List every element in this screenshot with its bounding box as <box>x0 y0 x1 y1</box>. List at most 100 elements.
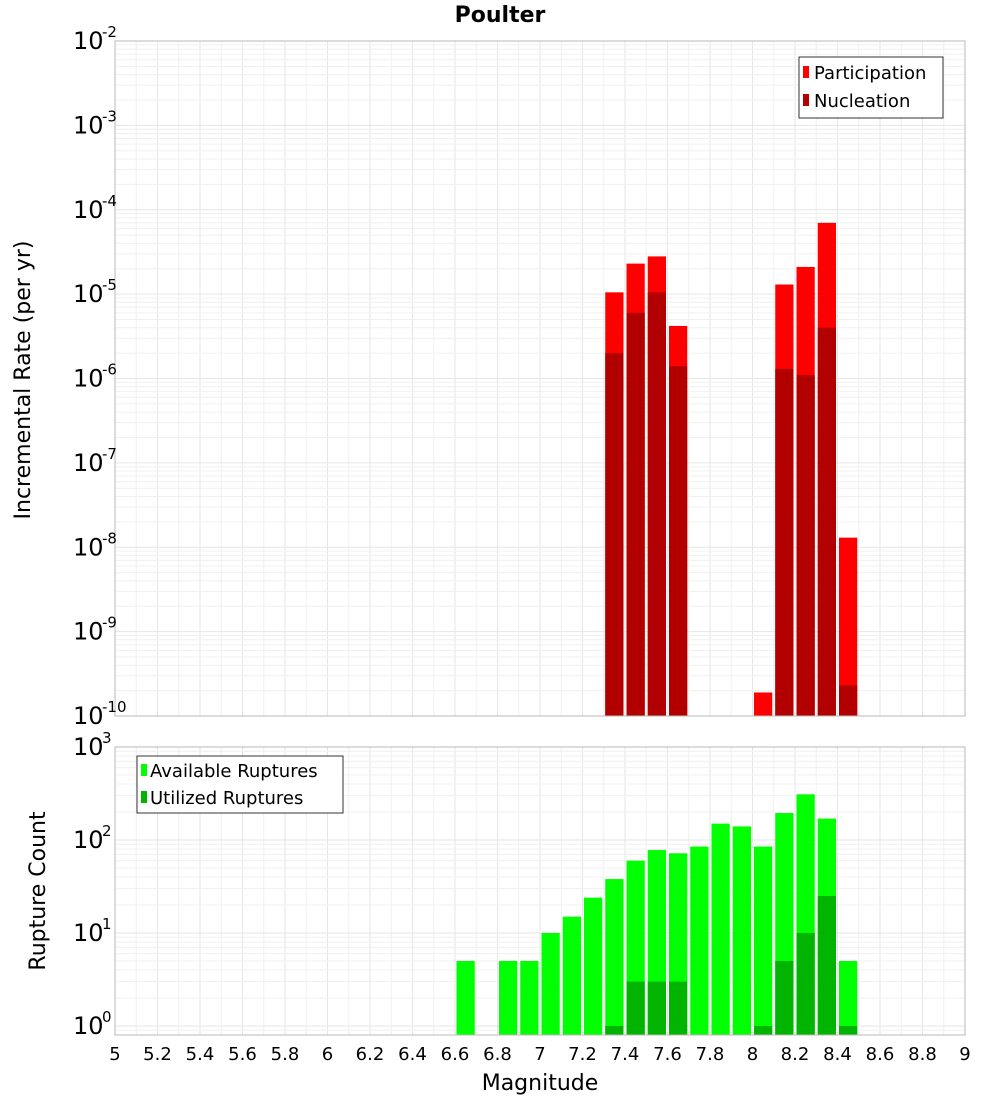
x-tick-label: 7 <box>534 1044 545 1065</box>
x-tick-label: 7.4 <box>611 1044 640 1065</box>
top-bar-nucleation <box>669 366 688 716</box>
top-y-tick-label: 10 <box>73 449 104 477</box>
legend-swatch-available <box>141 764 147 776</box>
x-tick-label: 5.2 <box>143 1044 172 1065</box>
top-bar-nucleation <box>775 368 794 716</box>
x-tick-label: 6.4 <box>398 1044 427 1065</box>
bottom-y-tick-label: 10 <box>73 733 104 761</box>
x-tick-label: 5 <box>109 1044 120 1065</box>
bottom-bar-available-ruptures <box>690 846 709 1035</box>
x-tick-label: 6.2 <box>356 1044 385 1065</box>
x-tick-label: 5.8 <box>271 1044 300 1065</box>
top-y-tick-exponent: -2 <box>102 23 117 41</box>
x-axis-ticks: 5 5.2 5.4 5.6 5.8 6 6.2 6.4 6.6 6.8 7 7.2 7.4 7.6 7.8 8… <box>109 1044 970 1065</box>
top-plot-frame <box>114 40 966 717</box>
top-y-tick-exponent: -3 <box>102 107 117 125</box>
legend-label-utilized: Utilized Ruptures <box>150 788 303 809</box>
legend-swatch-utilized <box>141 791 147 803</box>
top-bar-nucleation <box>605 353 624 716</box>
top-y-tick-label: 10 <box>73 365 104 393</box>
x-tick-label: 8.4 <box>823 1044 852 1065</box>
x-tick-label: 8.8 <box>908 1044 937 1065</box>
bottom-bar-available-ruptures <box>499 960 518 1035</box>
top-bar-nucleation <box>817 327 836 716</box>
top-y-tick-exponent: -6 <box>102 361 117 379</box>
x-tick-label: 6.6 <box>441 1044 470 1065</box>
x-tick-label: 6.8 <box>483 1044 512 1065</box>
legend-label-participation: Participation <box>814 63 926 84</box>
top-bar-nucleation <box>647 292 666 716</box>
bottom-plot-bars <box>456 794 858 1035</box>
bottom-bar-available-ruptures <box>456 960 475 1035</box>
bottom-bar-available-ruptures <box>839 960 858 1035</box>
top-y-tick-label: 10 <box>73 27 104 55</box>
bottom-y-tick-label: 10 <box>73 1012 104 1040</box>
bottom-y-axis-label: Rupture Count <box>26 811 51 971</box>
top-y-tick-exponent: -10 <box>102 698 127 716</box>
bottom-y-tick-exponent: 3 <box>102 729 112 747</box>
bottom-bar-available-ruptures <box>732 826 751 1035</box>
x-tick-label: 5.4 <box>186 1044 215 1065</box>
bottom-bar-utilized-ruptures <box>605 1025 624 1035</box>
bottom-bar-available-ruptures <box>541 932 560 1035</box>
legend-label-nucleation: Nucleation <box>814 91 910 112</box>
legend-label-available: Available Ruptures <box>150 761 318 782</box>
top-y-tick-exponent: -4 <box>102 192 117 210</box>
bottom-bar-utilized-ruptures <box>626 981 645 1035</box>
top-y-tick-label: 10 <box>73 196 104 224</box>
bottom-plot-frame <box>114 746 966 1036</box>
x-tick-label: 5.6 <box>228 1044 257 1065</box>
x-tick-label: 8 <box>747 1044 758 1065</box>
bottom-bar-utilized-ruptures <box>754 1025 773 1035</box>
bottom-bar-utilized-ruptures <box>669 981 688 1035</box>
bottom-bar-available-ruptures <box>605 879 624 1035</box>
bottom-bar-utilized-ruptures <box>817 895 836 1035</box>
top-bar-nucleation <box>626 312 645 716</box>
legend-swatch-nucleation <box>803 94 809 106</box>
bottom-y-tick-exponent: 2 <box>102 822 112 840</box>
top-y-tick-label: 10 <box>73 533 104 561</box>
x-tick-label: 9 <box>959 1044 970 1065</box>
top-plot-bars <box>605 222 858 716</box>
x-tick-label: 7.6 <box>653 1044 682 1065</box>
top-y-axis-label: Incremental Rate (per yr) <box>11 241 36 520</box>
x-tick-label: 8.6 <box>866 1044 895 1065</box>
top-bar-nucleation <box>796 375 815 716</box>
legend-swatch-participation <box>803 66 809 78</box>
bottom-bar-available-ruptures <box>754 846 773 1035</box>
bottom-bar-available-ruptures <box>520 960 539 1035</box>
top-bar-nucleation <box>839 685 858 716</box>
top-bar-participation <box>754 692 773 716</box>
top-y-tick-exponent: -8 <box>102 529 117 547</box>
bottom-legend: Available Ruptures Utilized Ruptures <box>136 755 344 814</box>
bottom-bar-utilized-ruptures <box>796 932 815 1035</box>
top-y-tick-exponent: -9 <box>102 614 117 632</box>
top-y-tick-label: 10 <box>73 618 104 646</box>
top-legend-box <box>798 56 944 119</box>
x-tick-label: 7.2 <box>568 1044 597 1065</box>
top-y-tick-label: 10 <box>73 111 104 139</box>
bottom-bar-utilized-ruptures <box>839 1025 858 1035</box>
bottom-bar-available-ruptures <box>711 823 730 1035</box>
top-bar-participation <box>839 537 858 716</box>
x-tick-label: 7.8 <box>696 1044 725 1065</box>
top-y-tick-exponent: -7 <box>102 445 117 463</box>
x-axis-label: Magnitude <box>482 1071 599 1096</box>
bottom-y-tick-exponent: 1 <box>102 915 112 933</box>
top-y-tick-label: 10 <box>73 280 104 308</box>
top-y-tick-label: 10 <box>73 702 104 730</box>
top-legend: Participation Nucleation <box>798 56 944 119</box>
bottom-y-tick-label: 10 <box>73 826 104 854</box>
bottom-bar-utilized-ruptures <box>647 981 666 1035</box>
bottom-legend-box <box>136 755 344 814</box>
bottom-bar-available-ruptures <box>562 916 581 1035</box>
bottom-y-tick-label: 10 <box>73 919 104 947</box>
bottom-bar-available-ruptures <box>584 897 603 1035</box>
x-tick-label: 6 <box>322 1044 333 1065</box>
bottom-bar-utilized-ruptures <box>775 960 794 1035</box>
chart-title: Poulter <box>455 3 546 28</box>
x-tick-label: 8.2 <box>781 1044 810 1065</box>
